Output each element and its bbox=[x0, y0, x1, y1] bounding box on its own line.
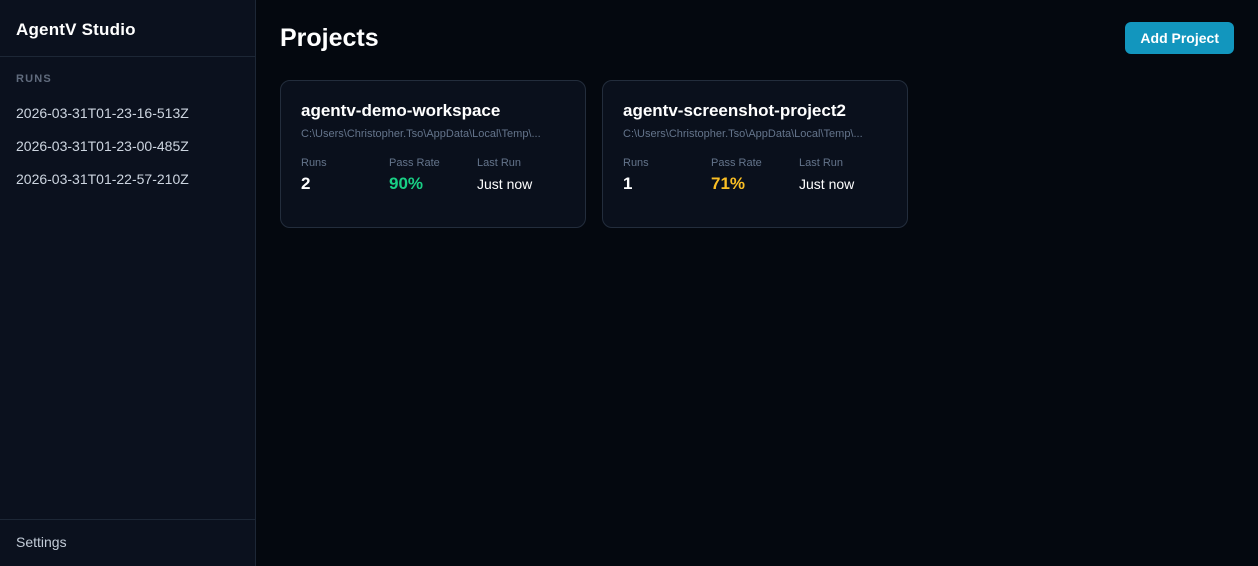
project-stats: Runs 2 Pass Rate 90% Last Run Just now bbox=[301, 157, 565, 194]
project-cards-row: agentv-demo-workspace C:\Users\Christoph… bbox=[280, 80, 1234, 228]
sidebar-item-settings[interactable]: Settings bbox=[16, 534, 67, 550]
stat-runs-label: Runs bbox=[623, 157, 649, 169]
sidebar-footer: Settings bbox=[0, 519, 255, 566]
app-title: AgentV Studio bbox=[16, 20, 136, 39]
runs-section: RUNS 2026-03-31T01-23-16-513Z 2026-03-31… bbox=[0, 57, 255, 519]
project-card-demo-workspace[interactable]: agentv-demo-workspace C:\Users\Christoph… bbox=[280, 80, 586, 228]
project-path: C:\Users\Christopher.Tso\AppData\Local\T… bbox=[301, 128, 541, 140]
stat-pass-rate: Pass Rate 90% bbox=[389, 157, 477, 194]
main-content: Projects Add Project agentv-demo-workspa… bbox=[256, 0, 1258, 566]
stat-last-run-value: Just now bbox=[477, 176, 533, 192]
sidebar-item-run-1[interactable]: 2026-03-31T01-23-16-513Z bbox=[16, 105, 189, 121]
stat-pass-rate-value: 90% bbox=[389, 174, 424, 193]
stat-pass-rate-label: Pass Rate bbox=[711, 157, 762, 169]
sidebar-item-run-3[interactable]: 2026-03-31T01-22-57-210Z bbox=[16, 171, 189, 187]
stat-last-run-label: Last Run bbox=[477, 157, 522, 169]
project-card-screenshot-project2[interactable]: agentv-screenshot-project2 C:\Users\Chri… bbox=[602, 80, 908, 228]
stat-runs-value: 2 bbox=[301, 174, 311, 193]
project-stats: Runs 1 Pass Rate 71% Last Run Just now bbox=[623, 157, 887, 194]
stat-runs: Runs 2 bbox=[301, 157, 389, 194]
stat-last-run-label: Last Run bbox=[799, 157, 844, 169]
stat-pass-rate-value: 71% bbox=[711, 174, 746, 193]
project-name: agentv-demo-workspace bbox=[301, 101, 501, 120]
stat-pass-rate-label: Pass Rate bbox=[389, 157, 440, 169]
sidebar-header: AgentV Studio bbox=[0, 0, 255, 57]
stat-pass-rate: Pass Rate 71% bbox=[711, 157, 799, 194]
runs-section-label: RUNS bbox=[16, 73, 52, 85]
main-header: Projects Add Project bbox=[280, 22, 1234, 54]
add-project-button[interactable]: Add Project bbox=[1125, 22, 1234, 54]
stat-last-run: Last Run Just now bbox=[477, 157, 565, 194]
page-title: Projects bbox=[280, 23, 379, 52]
stat-last-run: Last Run Just now bbox=[799, 157, 887, 194]
project-name: agentv-screenshot-project2 bbox=[623, 101, 846, 120]
sidebar-item-run-2[interactable]: 2026-03-31T01-23-00-485Z bbox=[16, 138, 189, 154]
stat-runs-value: 1 bbox=[623, 174, 633, 193]
project-path: C:\Users\Christopher.Tso\AppData\Local\T… bbox=[623, 128, 863, 140]
sidebar: AgentV Studio RUNS 2026-03-31T01-23-16-5… bbox=[0, 0, 256, 566]
stat-last-run-value: Just now bbox=[799, 176, 855, 192]
stat-runs: Runs 1 bbox=[623, 157, 711, 194]
stat-runs-label: Runs bbox=[301, 157, 327, 169]
